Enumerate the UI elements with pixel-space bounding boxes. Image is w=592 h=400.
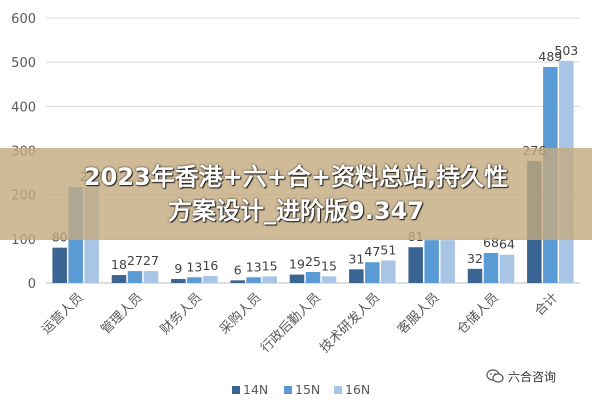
x-tick-label: 技术研发人员 [317,290,383,356]
overlay-line-2: 方案设计_进阶版9.347 [168,197,424,225]
legend: 14N 15N 16N [232,382,370,397]
bar-16N [262,276,277,283]
data-label: 25 [305,254,321,269]
bar-16N [381,260,396,283]
data-label: 64 [499,237,515,252]
y-tick-label: 600 [11,12,36,27]
legend-swatch [232,386,240,394]
bar-14N [52,247,67,283]
data-label: 13 [246,259,262,274]
data-label: 27 [143,253,159,268]
watermark-text: 六合咨询 [508,369,557,384]
y-tick-label: 0 [28,277,36,292]
legend-swatch [334,386,342,394]
bar-16N [203,275,218,283]
bar-14N [289,274,305,283]
bar-15N [483,252,499,283]
data-label: 9 [174,261,182,276]
data-label: 31 [348,251,364,266]
data-label: 19 [289,257,305,272]
data-label: 18 [111,257,127,272]
bar-14N [408,247,423,283]
bar-15N [424,240,439,283]
data-label: 503 [554,43,578,58]
x-tick-label: 运营人员 [39,290,86,337]
data-label: 16 [202,258,218,273]
data-label: 27 [127,253,143,268]
data-label: 15 [321,258,337,273]
data-label: 6 [234,262,242,277]
legend-label: 14N [243,382,268,397]
x-tick-label: 仓储人员 [454,290,501,337]
bar-16N [143,271,159,283]
data-label: 15 [262,258,278,273]
wechat-icon [486,369,504,383]
legend-swatch [284,386,292,394]
bar-14N [349,269,364,283]
x-tick-label: 合计 [532,290,561,319]
bar-15N [365,262,380,283]
bar-14N [171,279,186,283]
legend-label: 15N [295,382,320,397]
bar-15N [305,271,321,283]
x-tick-label: 财务人员 [157,290,205,338]
x-tick-label: 行政后勤人员 [258,290,324,356]
bar-16N [499,254,515,283]
data-label: 47 [364,244,380,259]
bar-14N [230,280,245,283]
bar-15N [246,277,261,283]
x-tick-label: 客服人员 [394,290,442,338]
x-tick-label: 采购人员 [216,290,264,338]
bar-14N [111,275,127,283]
bar-15N [127,271,143,283]
bar-16N [321,276,337,283]
legend-label: 16N [345,382,370,397]
watermark: 六合咨询 [486,366,556,386]
y-tick-label: 500 [11,56,36,71]
data-label: 13 [186,259,202,274]
overlay-line-1: 2023年香港+六+合+资料总站,持久性 [83,163,509,191]
data-label: 489 [538,49,562,64]
data-label: 32 [467,251,483,266]
bar-14N [467,268,483,283]
bar-15N [187,277,202,283]
bar-16N [440,240,455,283]
title-overlay-banner: 2023年香港+六+合+资料总站,持久性 方案设计_进阶版9.347 [0,148,592,240]
data-label: 51 [380,242,396,257]
y-tick-label: 400 [11,100,36,115]
x-tick-label: 管理人员 [98,290,145,337]
